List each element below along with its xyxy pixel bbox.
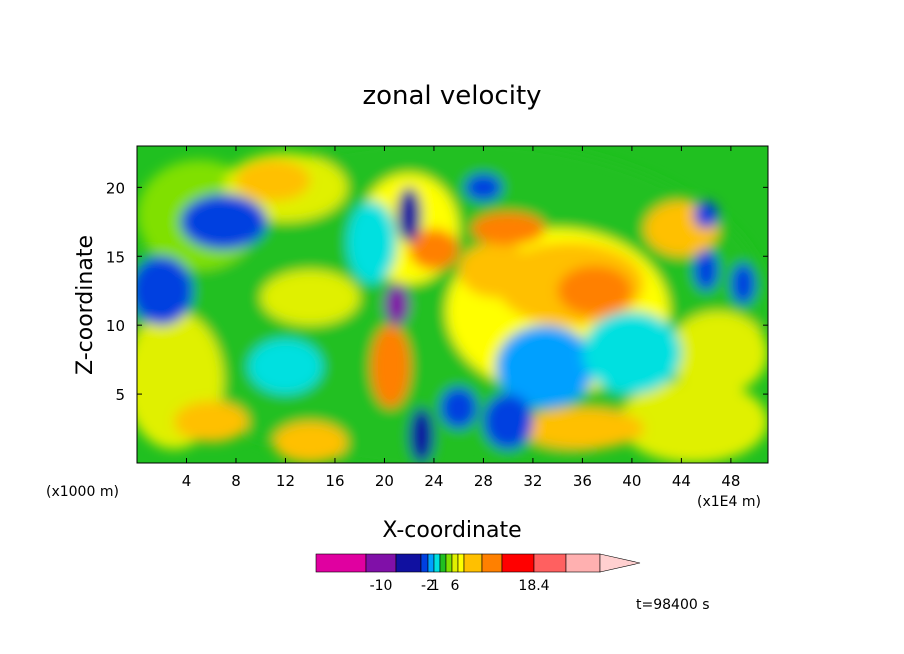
field-region-33 bbox=[396, 187, 422, 243]
colorbar-swatch bbox=[451, 553, 459, 573]
field-region-25 bbox=[582, 311, 682, 395]
colorbar-label: -10 bbox=[370, 578, 393, 594]
field-regions bbox=[137, 146, 768, 463]
field-region-3 bbox=[619, 380, 768, 463]
x-tick-label: 32 bbox=[523, 472, 542, 490]
colorbar-swatch bbox=[365, 553, 397, 573]
colorbar: -10 -21 6 18.4 bbox=[315, 553, 641, 594]
plot-area bbox=[137, 146, 768, 463]
colorbar-swatch bbox=[420, 553, 429, 573]
field-region-27 bbox=[730, 263, 756, 305]
field-region-34 bbox=[464, 173, 502, 202]
chart-title: zonal velocity bbox=[362, 81, 541, 111]
field-region-23 bbox=[347, 201, 397, 284]
x-axis-label: X-coordinate bbox=[382, 518, 521, 543]
x-tick-label: 48 bbox=[721, 472, 740, 490]
field-region-21 bbox=[137, 256, 193, 326]
x-tick-label: 40 bbox=[622, 472, 641, 490]
colorbar-label: 18.4 bbox=[518, 578, 549, 594]
field-region-30 bbox=[440, 387, 478, 429]
field-region-10 bbox=[174, 400, 249, 443]
field-region-20 bbox=[180, 194, 267, 250]
x-tick-label: 28 bbox=[474, 472, 493, 490]
field-region-4 bbox=[669, 311, 768, 395]
x-axis: 4 8 12 16 20 24 28 32 36 40 44 48 bbox=[182, 146, 740, 490]
colorbar-swatch bbox=[395, 553, 422, 573]
plot-frame bbox=[136, 145, 769, 464]
field-region-22 bbox=[248, 338, 323, 395]
x-tick-label: 4 bbox=[182, 472, 192, 490]
y-tick-label: 5 bbox=[115, 386, 125, 404]
field-region-28 bbox=[693, 201, 719, 229]
y-axis-label: Z-coordinate bbox=[73, 235, 98, 375]
field-region-31 bbox=[384, 283, 410, 326]
y-tick-label: 15 bbox=[106, 248, 125, 266]
colorbar-swatch bbox=[481, 553, 503, 573]
field-region-11 bbox=[273, 421, 348, 463]
field-region-16 bbox=[471, 212, 546, 246]
field-region-26 bbox=[693, 249, 719, 291]
field-region-29 bbox=[483, 394, 533, 450]
colorbar-arrow bbox=[599, 553, 641, 573]
field-region-32 bbox=[409, 407, 434, 463]
x-tick-label: 16 bbox=[325, 472, 344, 490]
field-region-8 bbox=[260, 270, 360, 326]
colorbar-label: -2 bbox=[421, 578, 435, 594]
field-region-18 bbox=[370, 325, 411, 408]
x-tick-label: 12 bbox=[276, 472, 295, 490]
y-axis: 5 10 15 20 bbox=[106, 179, 768, 404]
x-unit-left: (x1000 m) bbox=[46, 484, 119, 500]
x-tick-label: 44 bbox=[672, 472, 691, 490]
y-tick-label: 10 bbox=[106, 317, 125, 335]
x-tick-label: 8 bbox=[231, 472, 241, 490]
colorbar-swatch bbox=[463, 553, 483, 573]
field-region-12 bbox=[520, 407, 645, 450]
field-region-24 bbox=[495, 325, 595, 408]
colorbar-swatch bbox=[445, 553, 453, 573]
colorbar-swatch bbox=[433, 553, 441, 573]
x-tick-label: 20 bbox=[375, 472, 394, 490]
x-unit-right: (x1E4 m) bbox=[697, 494, 761, 510]
colorbar-swatch bbox=[427, 553, 435, 573]
field-region-9 bbox=[235, 159, 311, 202]
field-region-17 bbox=[557, 265, 632, 316]
y-tick-label: 20 bbox=[106, 179, 125, 197]
x-tick-label: 24 bbox=[424, 472, 443, 490]
colorbar-swatch bbox=[439, 553, 447, 573]
colorbar-swatch bbox=[457, 553, 465, 573]
colorbar-swatch bbox=[565, 553, 601, 573]
colorbar-swatch bbox=[315, 553, 367, 573]
time-label: t=98400 s bbox=[636, 597, 710, 613]
colorbar-swatch bbox=[533, 553, 567, 573]
colorbar-label: 6 bbox=[451, 578, 460, 594]
field-region-15 bbox=[458, 242, 533, 298]
colorbar-swatch bbox=[501, 553, 535, 573]
field-region-19 bbox=[409, 228, 459, 271]
x-tick-label: 36 bbox=[573, 472, 592, 490]
colorbar-label: 1 bbox=[431, 578, 440, 594]
